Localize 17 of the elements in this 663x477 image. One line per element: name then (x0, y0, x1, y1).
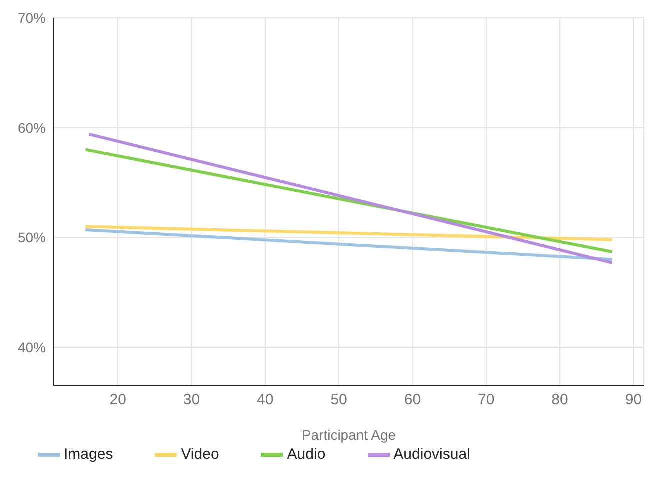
legend-label: Images (64, 446, 114, 463)
legend-label: Audio (287, 446, 326, 463)
y-tick-label: 50% (18, 230, 46, 246)
y-tick-label: 70% (18, 10, 46, 26)
x-axis-title: Participant Age (302, 427, 396, 443)
x-tick-label: 90 (625, 392, 642, 409)
x-tick-label: 20 (110, 392, 126, 409)
x-tick-label: 50 (330, 392, 348, 409)
y-tick-label: 60% (18, 120, 46, 136)
x-tick-label: 70 (478, 392, 495, 409)
y-tick-label: 40% (18, 340, 46, 356)
x-tick-label: 30 (183, 392, 200, 409)
x-tick-label: 40 (257, 392, 274, 409)
x-tick-label: 60 (404, 392, 422, 409)
x-tick-label: 80 (552, 392, 568, 409)
legend-label: Video (181, 446, 220, 463)
legend-label: Audiovisual (394, 446, 470, 463)
